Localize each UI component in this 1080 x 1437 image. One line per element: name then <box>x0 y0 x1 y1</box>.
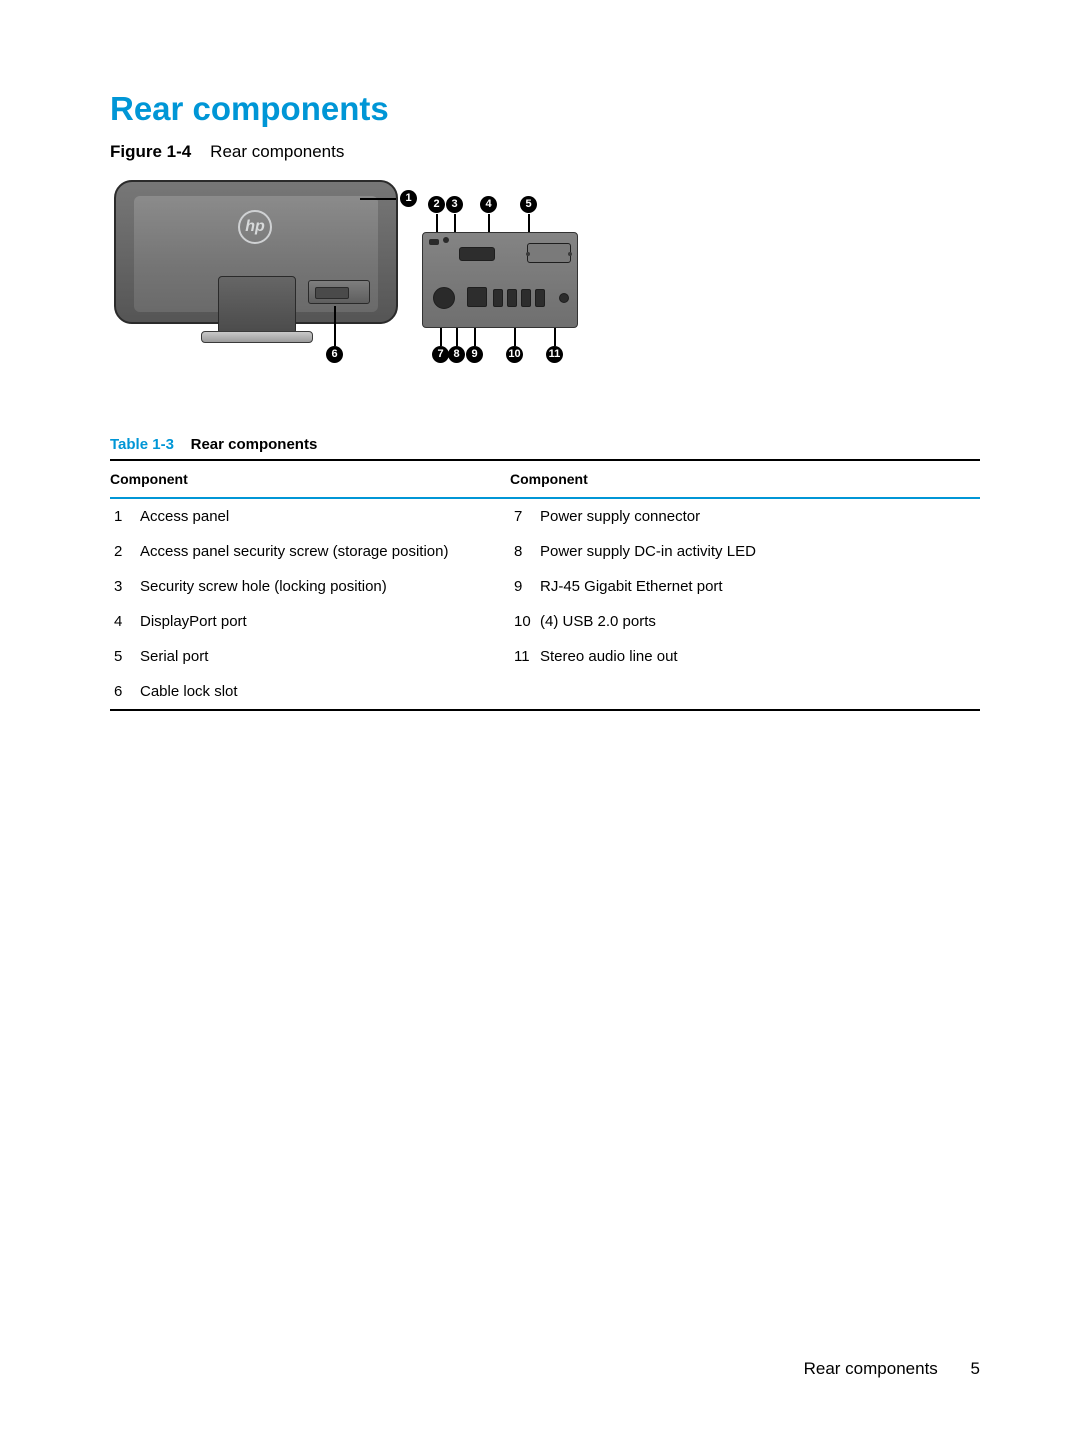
figure-label-prefix: Figure 1-4 <box>110 142 191 161</box>
document-page: Rear components Figure 1-4 Rear componen… <box>0 0 1080 1437</box>
cell-num: 10 <box>510 604 540 639</box>
rear-io-preview <box>308 280 370 304</box>
cell-name: Access panel security screw (storage pos… <box>140 534 510 569</box>
audio-out-icon <box>559 293 569 303</box>
table-header-left: Component <box>110 460 510 498</box>
callout-2: 2 <box>428 196 445 213</box>
table-caption-text: Rear components <box>191 436 318 453</box>
table-caption: Table 1-3 Rear components <box>110 436 980 453</box>
section-heading: Rear components <box>110 90 980 128</box>
cell-num: 11 <box>510 639 540 674</box>
cell-name: DisplayPort port <box>140 604 510 639</box>
figure-label-text: Rear components <box>210 142 344 161</box>
serial-port-icon <box>527 243 571 263</box>
device-illustration: hp 1 6 <box>110 176 406 362</box>
device-stand <box>218 276 296 336</box>
callout-1: 1 <box>400 190 417 207</box>
callout-9: 9 <box>466 346 483 363</box>
table-caption-prefix: Table 1-3 <box>110 436 174 453</box>
callout-5: 5 <box>520 196 537 213</box>
callout-10: 10 <box>506 346 523 363</box>
cell-num: 4 <box>110 604 140 639</box>
table-row: 1 Access panel 7 Power supply connector <box>110 498 980 534</box>
cell-name: Access panel <box>140 498 510 534</box>
cell-name: Cable lock slot <box>140 674 510 710</box>
cell-num: 6 <box>110 674 140 710</box>
callout-4: 4 <box>480 196 497 213</box>
port-panel-illustration: 2 3 4 5 <box>422 232 578 418</box>
table-row: 6 Cable lock slot <box>110 674 980 710</box>
table-row: 3 Security screw hole (locking position)… <box>110 569 980 604</box>
footer-page-number: 5 <box>971 1359 980 1378</box>
usb-port-icon <box>521 289 531 307</box>
callout-3: 3 <box>446 196 463 213</box>
cell-name: Serial port <box>140 639 510 674</box>
table-row: 2 Access panel security screw (storage p… <box>110 534 980 569</box>
figure: hp 1 6 2 3 4 5 <box>110 176 980 418</box>
figure-caption: Figure 1-4 Rear components <box>110 142 980 162</box>
callout-6: 6 <box>326 346 343 363</box>
power-connector-icon <box>433 287 455 309</box>
callout-7: 7 <box>432 346 449 363</box>
cell-name: RJ-45 Gigabit Ethernet port <box>540 569 980 604</box>
table-row: 4 DisplayPort port 10 (4) USB 2.0 ports <box>110 604 980 639</box>
cell-name: Security screw hole (locking position) <box>140 569 510 604</box>
cell-num: 8 <box>510 534 540 569</box>
callout-8: 8 <box>448 346 465 363</box>
cell-num: 1 <box>110 498 140 534</box>
cell-num: 2 <box>110 534 140 569</box>
cell-name: Stereo audio line out <box>540 639 980 674</box>
cell-name: Power supply DC-in activity LED <box>540 534 980 569</box>
cell-num: 9 <box>510 569 540 604</box>
cell-num: 7 <box>510 498 540 534</box>
hp-logo-icon: hp <box>238 210 272 244</box>
cell-num: 5 <box>110 639 140 674</box>
displayport-icon <box>459 247 495 261</box>
cell-num: 3 <box>110 569 140 604</box>
table-header-row: Component Component <box>110 460 980 498</box>
table-row: 5 Serial port 11 Stereo audio line out <box>110 639 980 674</box>
table-header-right: Component <box>510 460 980 498</box>
components-table: Component Component 1 Access panel 7 Pow… <box>110 459 980 711</box>
page-footer: Rear components 5 <box>804 1359 980 1379</box>
usb-port-icon <box>493 289 503 307</box>
usb-port-icon <box>507 289 517 307</box>
cell-name: Power supply connector <box>540 498 980 534</box>
rj45-port-icon <box>467 287 487 307</box>
usb-port-icon <box>535 289 545 307</box>
callout-11: 11 <box>546 346 563 363</box>
cell-name: (4) USB 2.0 ports <box>540 604 980 639</box>
footer-section: Rear components <box>804 1359 938 1378</box>
